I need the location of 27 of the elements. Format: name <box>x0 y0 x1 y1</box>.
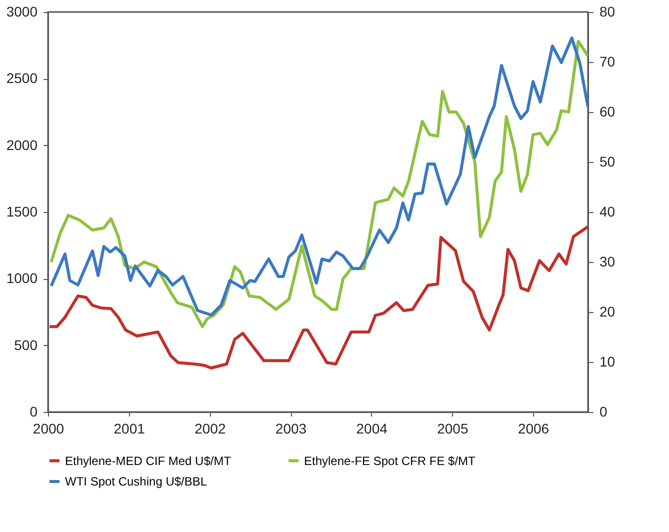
y2-tick-label: 80 <box>600 4 616 20</box>
x-tick-label: 2003 <box>275 420 307 436</box>
y-tick-label: 2000 <box>6 136 38 153</box>
line-series <box>48 225 588 370</box>
y-tick-label: 2500 <box>6 70 38 86</box>
x-tick-label: 2004 <box>356 420 388 436</box>
y2-tick-label: 0 <box>600 404 608 420</box>
y-tick-label: 500 <box>14 336 38 353</box>
y2-tick-label: 60 <box>600 104 616 120</box>
legend-label: Ethylene-FE Spot CFR FE $/MT <box>304 454 476 468</box>
y-tick-label: 3000 <box>6 4 38 20</box>
y-tick-label: 0 <box>30 404 38 420</box>
y2-tick-label: 70 <box>600 54 616 70</box>
x-tick-label: 2002 <box>194 420 226 436</box>
legend-label: Ethylene-MED CIF Med U$/MT <box>65 454 232 468</box>
legend-label: WTI Spot Cushing U$/BBL <box>65 474 208 488</box>
x-tick-label: 2000 <box>32 420 64 436</box>
y-tick-label: 1000 <box>6 270 38 286</box>
x-tick-label: 2001 <box>114 420 146 436</box>
y2-tick-label: 30 <box>600 254 616 270</box>
y-tick-label: 1500 <box>6 204 38 220</box>
y2-tick-label: 40 <box>600 204 616 220</box>
x-tick-label: 2005 <box>437 420 468 436</box>
y2-tick-label: 50 <box>600 154 616 170</box>
x-tick-label: 2006 <box>518 420 550 436</box>
y2-tick-label: 20 <box>600 304 616 320</box>
y2-tick-label: 10 <box>600 354 616 370</box>
